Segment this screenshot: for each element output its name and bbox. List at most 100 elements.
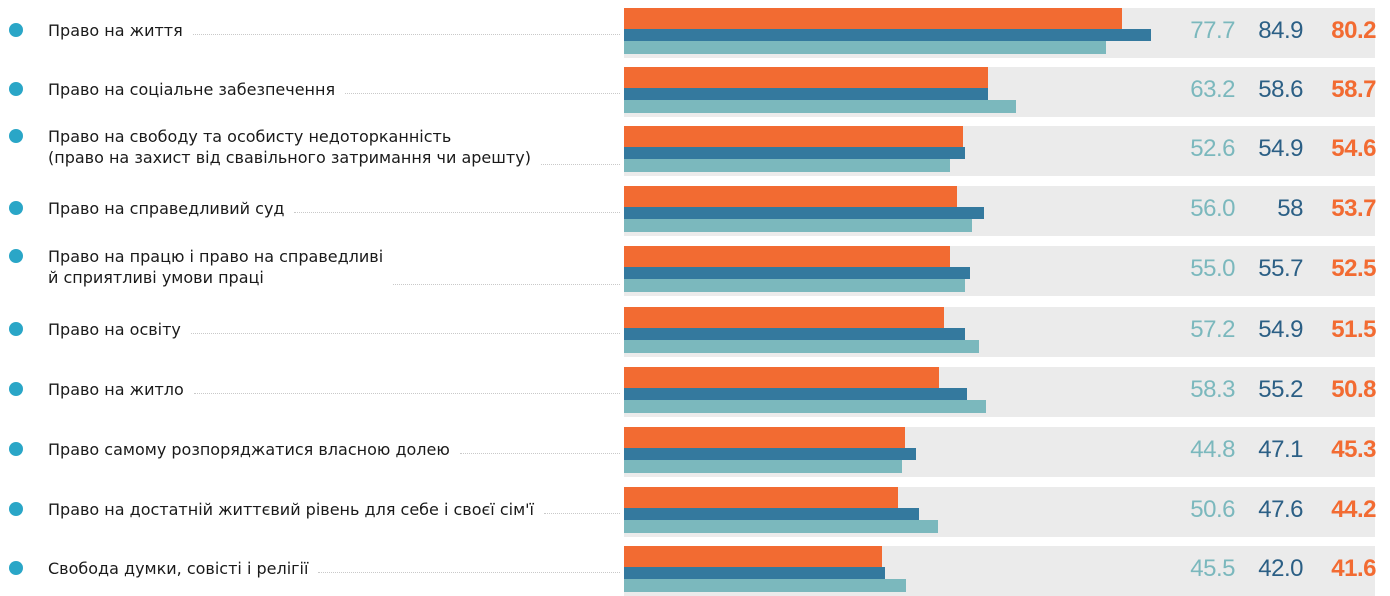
chart-row: Право на житло 58.3 55.2 50.8 [0,367,1390,417]
bar-s2022 [624,546,882,567]
chart-row: Право на достатній життєвий рівень для с… [0,487,1390,537]
category-label: Право на життя [48,20,608,41]
category-label-line: Право на життя [48,21,183,40]
bar-s2021 [624,448,916,460]
bar-s2022 [624,367,939,388]
category-label: Право самому розпоряджатися власною доле… [48,439,608,460]
bar-s2020 [624,159,950,172]
chart-row: Право на життя 77.7 84.9 80.2 [0,8,1390,58]
value-label-s2021: 84.9 [1258,17,1303,44]
leader-line [393,284,620,285]
leader-line [459,453,620,454]
category-label: Право на житло [48,379,608,400]
value-label-s2021: 54.9 [1258,135,1303,162]
chart-row: Право на працю і право на справедливі й с… [0,246,1390,296]
bar-s2020 [624,520,938,533]
bullet-marker [9,23,23,37]
leader-line [540,164,620,165]
bar-s2022 [624,307,944,328]
bar-s2022 [624,427,905,448]
leader-line [294,212,620,213]
bullet-marker [9,322,23,336]
bar-s2021 [624,508,919,520]
value-label-s2022: 44.2 [1331,496,1376,523]
value-label-s2021: 55.2 [1258,376,1303,403]
value-label-s2022: 41.6 [1331,555,1376,582]
bar-s2022 [624,186,957,207]
value-label-s2021: 58.6 [1258,76,1303,103]
value-label-s2022: 58.7 [1331,76,1376,103]
value-label-s2022: 80.2 [1331,17,1376,44]
leader-line [318,572,620,573]
value-label-s2022: 54.6 [1331,135,1376,162]
category-label: Право на справедливий суд [48,198,608,219]
bar-s2022 [624,487,898,508]
category-label-line: Право на житло [48,380,184,399]
leader-line [543,513,620,514]
bullet-marker [9,382,23,396]
value-label-s2020: 52.6 [1190,135,1235,162]
value-label-s2022: 50.8 [1331,376,1376,403]
bar-s2020 [624,579,906,592]
bar-s2020 [624,41,1106,54]
category-label: Право на працю і право на справедливі й с… [48,246,608,288]
value-label-s2020: 50.6 [1190,496,1235,523]
category-label-line: Право на достатній життєвий рівень для с… [48,500,534,519]
bullet-marker [9,502,23,516]
value-label-s2020: 55.0 [1190,255,1235,282]
value-label-s2020: 63.2 [1190,76,1235,103]
category-label-line: Свобода думки, совісті і релігії [48,559,309,578]
leader-line [190,333,620,334]
bar-s2021 [624,207,984,219]
chart-row: Право на свободу та особисту недоторканн… [0,126,1390,176]
value-label-s2020: 56.0 [1190,195,1235,222]
bar-s2021 [624,328,965,340]
bullet-marker [9,82,23,96]
value-label-s2020: 57.2 [1190,316,1235,343]
bar-s2021 [624,388,967,400]
chart-row: Свобода думки, совісті і релігії 45.5 42.0… [0,546,1390,596]
value-label-s2021: 58 [1277,195,1303,222]
chart-row: Право на справедливий суд 56.0 58 53.7 [0,186,1390,236]
bullet-marker [9,442,23,456]
value-label-s2022: 52.5 [1331,255,1376,282]
category-label-line: Право на освіту [48,320,181,339]
value-label-s2022: 53.7 [1331,195,1376,222]
value-label-s2020: 44.8 [1190,436,1235,463]
bar-s2021 [624,88,988,100]
value-label-s2021: 55.7 [1258,255,1303,282]
bullet-marker [9,129,23,143]
bar-s2020 [624,460,902,473]
value-label-s2020: 77.7 [1190,17,1235,44]
bullet-marker [9,249,23,263]
leader-line [345,93,620,94]
leader-line [192,34,620,35]
value-label-s2020: 45.5 [1190,555,1235,582]
value-label-s2021: 42.0 [1258,555,1303,582]
bullet-marker [9,561,23,575]
value-label-s2021: 47.1 [1258,436,1303,463]
bullet-marker [9,201,23,215]
value-label-s2022: 45.3 [1331,436,1376,463]
bar-s2021 [624,147,965,159]
category-label-line: Право на працю і право на справедливі [48,247,384,266]
bar-s2022 [624,246,950,267]
category-label-line: (право на захист від свавільного затрима… [48,148,531,167]
leader-line [193,393,620,394]
category-label: Право на соціальне забезпечення [48,79,608,100]
chart-row: Право на освіту 57.2 54.9 51.5 [0,307,1390,357]
bar-s2020 [624,400,986,413]
category-label-line: Право на соціальне забезпечення [48,80,336,99]
bar-s2022 [624,67,988,88]
category-label-line: Право на свободу та особисту недоторканн… [48,127,452,146]
chart-row: Право самому розпоряджатися власною доле… [0,427,1390,477]
bar-s2020 [624,279,965,292]
chart-row: Право на соціальне забезпечення 63.2 58.6 5… [0,67,1390,117]
bar-s2021 [624,567,885,579]
category-label: Свобода думки, совісті і релігії [48,558,608,579]
value-label-s2020: 58.3 [1190,376,1235,403]
bar-s2020 [624,100,1016,113]
category-label-line: Право на справедливий суд [48,199,285,218]
bar-s2020 [624,219,972,232]
